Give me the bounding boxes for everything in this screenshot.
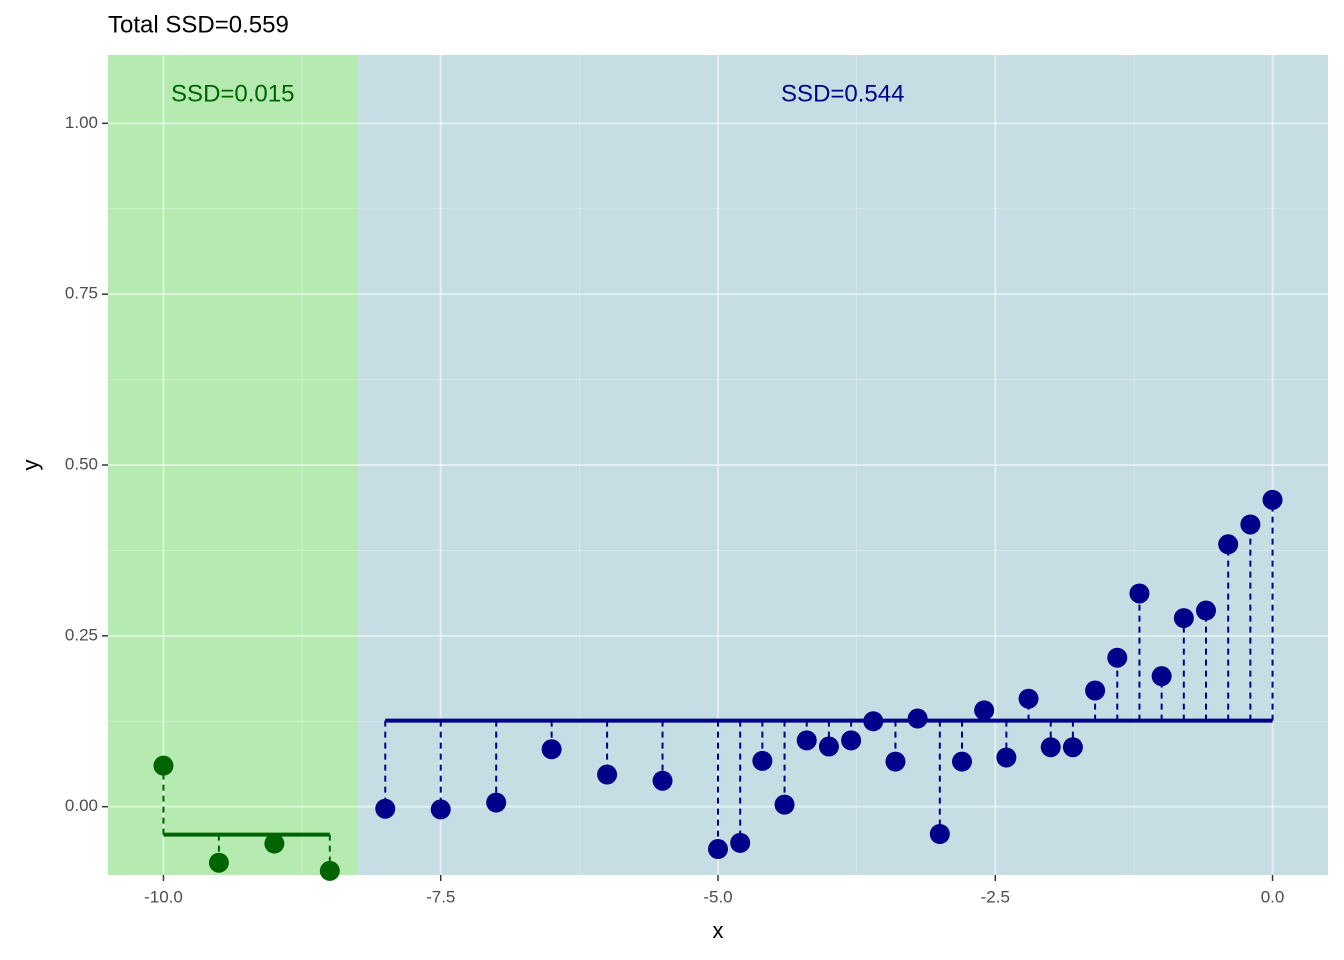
point — [375, 798, 396, 819]
point — [1040, 737, 1061, 758]
point — [1240, 514, 1261, 535]
point — [541, 739, 562, 760]
x-tick-label: 0.0 — [1261, 887, 1285, 906]
chart-title: Total SSD=0.559 — [108, 11, 289, 38]
point — [1018, 688, 1039, 709]
point — [841, 730, 862, 751]
point — [264, 833, 285, 854]
point — [652, 770, 673, 791]
point — [774, 794, 795, 815]
point — [597, 764, 618, 785]
point — [907, 708, 928, 729]
point — [1062, 737, 1083, 758]
point — [319, 860, 340, 881]
point — [486, 792, 507, 813]
point — [1107, 647, 1128, 668]
point — [1151, 666, 1172, 687]
region-label: SSD=0.015 — [171, 80, 294, 107]
point — [752, 750, 773, 771]
point — [929, 824, 950, 844]
point — [1196, 600, 1216, 621]
point — [818, 736, 839, 757]
point — [1085, 680, 1106, 701]
point — [1218, 534, 1239, 555]
point — [996, 747, 1017, 768]
point — [952, 751, 972, 772]
region-label: SSD=0.544 — [781, 80, 904, 107]
point — [1173, 608, 1194, 629]
point — [730, 832, 751, 853]
x-tick-label: -5.0 — [703, 887, 732, 906]
point — [153, 755, 174, 776]
point — [863, 711, 884, 732]
point — [1129, 583, 1150, 604]
y-tick-label: 0.50 — [65, 454, 98, 473]
x-tick-label: -7.5 — [426, 887, 455, 906]
y-tick-label: 0.75 — [65, 284, 98, 303]
point — [974, 700, 995, 721]
point — [1262, 489, 1283, 510]
x-tick-label: -2.5 — [981, 887, 1010, 906]
y-axis-label: y — [18, 460, 43, 471]
point — [208, 852, 229, 873]
x-tick-label: -10.0 — [144, 887, 183, 906]
y-tick-label: 0.25 — [65, 625, 98, 644]
x-axis-label: x — [713, 918, 724, 943]
point — [708, 839, 728, 860]
y-tick-label: 0.00 — [65, 796, 98, 815]
point — [430, 799, 451, 820]
point — [796, 730, 817, 751]
point — [885, 751, 906, 772]
y-tick-label: 1.00 — [65, 113, 98, 132]
